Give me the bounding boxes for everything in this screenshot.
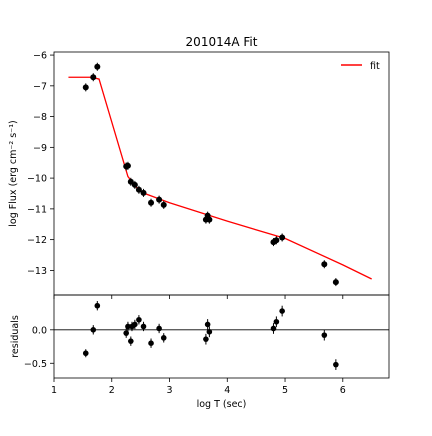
flux-data-point: [161, 202, 167, 208]
x-tick-label: 4: [224, 385, 230, 396]
residual-data-point: [90, 327, 96, 333]
flux-y-tick-label: −6: [33, 51, 47, 62]
flux-y-tick-label: −12: [27, 235, 47, 246]
residual-data-point: [148, 340, 154, 346]
x-axis-label: log T (sec): [197, 399, 247, 410]
x-tick-label: 5: [282, 385, 288, 396]
flux-data-point: [273, 237, 279, 243]
flux-y-tick-label: −11: [27, 204, 47, 215]
residual-data-point: [203, 336, 209, 342]
residual-data-point: [83, 350, 89, 356]
flux-y-tick-label: −8: [33, 112, 47, 123]
flux-y-tick-label: −9: [33, 143, 47, 154]
chart-title: 201014A Fit: [186, 35, 258, 49]
legend-fit-label: fit: [370, 61, 380, 72]
residual-data-point: [156, 326, 162, 332]
residuals-y-tick-label: 0.0: [32, 325, 47, 336]
flux-data-point: [148, 200, 154, 206]
residuals-y-tick-label: −0.5: [24, 359, 47, 370]
x-tick-label: 3: [166, 385, 172, 396]
flux-data-point: [141, 190, 147, 196]
flux-y-tick-label: −13: [27, 266, 47, 277]
residual-data-point: [141, 324, 147, 330]
residual-data-point: [132, 322, 138, 328]
residual-data-point: [123, 330, 129, 336]
flux-data-point: [125, 163, 131, 169]
flux-y-axis-label: log Flux (erg cm⁻² s⁻¹): [8, 120, 19, 226]
flux-data-point: [206, 217, 212, 223]
residual-data-point: [136, 317, 142, 323]
x-tick-label: 2: [109, 385, 115, 396]
residual-data-point: [322, 332, 328, 338]
x-tick-label: 6: [340, 385, 346, 396]
flux-data-point: [94, 64, 100, 70]
residual-data-point: [333, 362, 339, 368]
residual-data-point: [161, 335, 167, 341]
flux-data-point: [83, 84, 89, 90]
flux-data-point: [156, 197, 162, 203]
flux-data-point: [333, 279, 339, 285]
flux-y-tick-label: −10: [27, 174, 47, 185]
flux-data-point: [90, 74, 96, 80]
flux-data-point: [132, 182, 138, 188]
residual-data-point: [205, 322, 211, 328]
x-tick-label: 1: [51, 385, 57, 396]
residual-data-point: [207, 329, 213, 335]
flux-data-point: [279, 234, 285, 240]
residual-data-point: [279, 308, 285, 314]
residual-data-point: [95, 303, 101, 309]
residual-data-point: [271, 326, 277, 332]
residual-data-point: [274, 319, 280, 325]
flux-data-point: [321, 261, 327, 267]
flux-y-tick-label: −7: [33, 81, 47, 92]
residual-data-point: [128, 338, 134, 344]
residuals-y-axis-label: residuals: [10, 315, 21, 358]
